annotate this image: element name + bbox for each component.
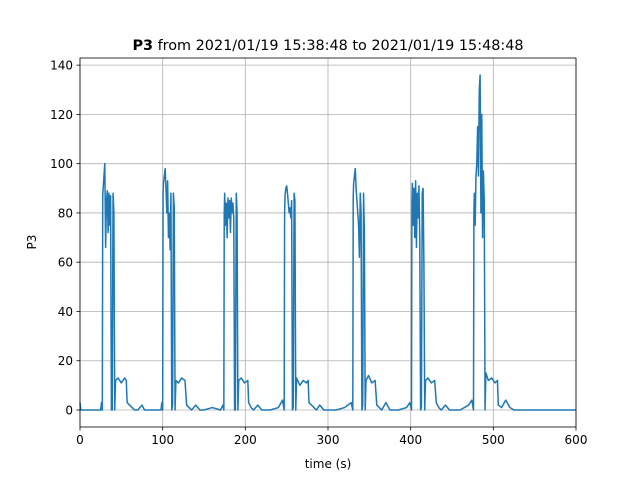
y-tick-label: 120 xyxy=(50,108,73,122)
y-tick-label: 40 xyxy=(58,305,73,319)
x-tick-label: 600 xyxy=(565,433,588,447)
y-tick-label: 140 xyxy=(50,59,73,73)
y-tick-label: 0 xyxy=(65,404,73,418)
data-line xyxy=(79,74,576,411)
x-tick-label: 200 xyxy=(234,433,257,447)
chart-title: P3 from 2021/01/19 15:38:48 to 2021/01/1… xyxy=(132,38,523,54)
x-axis-label: time (s) xyxy=(305,457,352,471)
plot-area: 0 100 200 300 400 500 600 0 20 40 60 80 100 120 140 xyxy=(50,58,587,447)
title-rest: from 2021/01/19 15:38:48 to 2021/01/19 1… xyxy=(158,38,524,54)
y-tick-label: 60 xyxy=(58,256,73,270)
x-tick-label: 0 xyxy=(76,433,84,447)
axes-frame xyxy=(79,57,577,428)
y-tick-label: 100 xyxy=(50,157,73,171)
x-tick-label: 300 xyxy=(317,433,340,447)
x-tick-label: 100 xyxy=(151,433,174,447)
title-bold: P3 xyxy=(132,38,153,54)
y-tick-label: 80 xyxy=(58,206,73,220)
x-tick-label: 500 xyxy=(482,433,505,447)
x-tick-label: 400 xyxy=(399,433,422,447)
y-axis-label: P3 xyxy=(25,235,39,250)
y-tick-label: 20 xyxy=(58,354,73,368)
